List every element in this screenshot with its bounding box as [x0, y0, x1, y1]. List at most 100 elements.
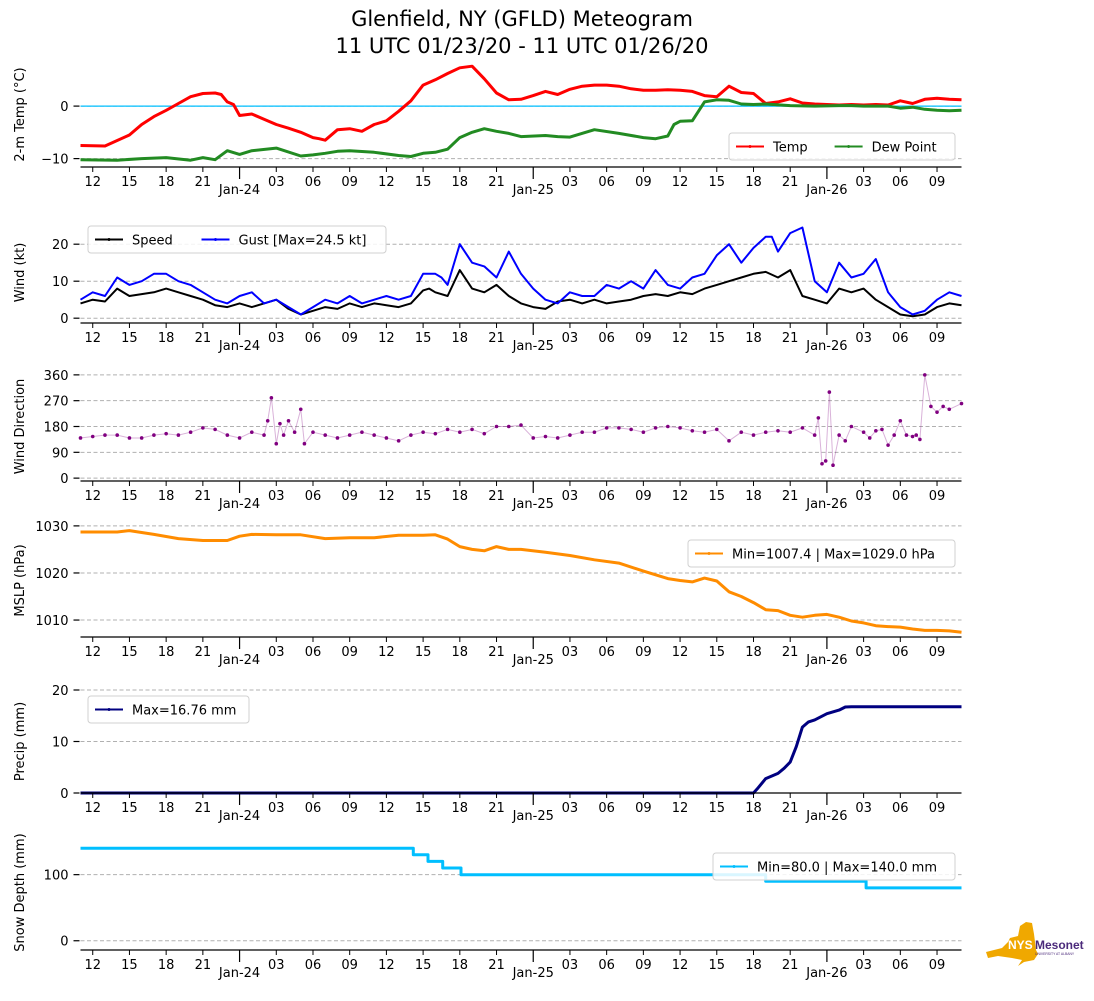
x-tick-label: 03 [268, 175, 285, 190]
data-point [470, 427, 474, 432]
data-point [519, 423, 523, 427]
data-point [298, 407, 303, 412]
x-tick-label: 15 [709, 175, 726, 190]
x-tick-label: 15 [415, 958, 432, 973]
x-tick-label: 15 [709, 645, 726, 660]
data-point [831, 463, 835, 468]
data-point [506, 424, 511, 429]
y-axis-label: MSLP (hPa) [13, 544, 28, 616]
x-tick-label: 15 [121, 175, 138, 190]
x-tick-label: 21 [782, 645, 799, 660]
x-tick-label: 15 [709, 801, 726, 816]
x-tick-label: 03 [855, 958, 872, 973]
x-tick-label: 09 [635, 489, 652, 504]
data-point [127, 436, 132, 440]
x-tick-label: 06 [305, 958, 322, 973]
x-tick-label: 21 [782, 958, 799, 973]
x-tick-label: 03 [562, 489, 579, 504]
legend-box [87, 225, 387, 254]
data-point [617, 426, 621, 430]
x-tick-label: 21 [195, 489, 212, 504]
x-tick-label: 21 [488, 175, 505, 190]
data-point [176, 433, 181, 437]
x-date-label: Jan-25 [512, 183, 554, 198]
x-tick-label: 21 [195, 801, 212, 816]
x-tick-label: 15 [415, 331, 432, 346]
y-tick-label: 1010 [35, 614, 68, 629]
data-point [152, 433, 156, 437]
data-point [892, 433, 897, 437]
x-date-label: Jan-25 [512, 339, 554, 354]
data-point [201, 426, 205, 430]
series-line-gust [79, 226, 962, 316]
title-line-2: 11 UTC 01/23/20 - 11 UTC 01/26/20 [335, 34, 709, 58]
x-tick-label: 03 [855, 175, 872, 190]
legend-marker [847, 145, 851, 148]
data-point [823, 459, 828, 463]
data-point [445, 427, 450, 432]
data-point [433, 431, 438, 436]
data-point [702, 430, 707, 435]
x-tick-label: 09 [341, 801, 358, 816]
data-point [115, 433, 120, 437]
x-tick-label: 15 [415, 489, 432, 504]
x-tick-label: 12 [672, 175, 689, 190]
x-tick-label: 06 [892, 331, 909, 346]
y-axis-label: Snow Depth (mm) [13, 833, 28, 951]
legend-label: Dew Point [872, 141, 937, 156]
x-date-label: Jan-24 [218, 183, 260, 198]
x-tick-label: 03 [268, 801, 285, 816]
data-point [763, 430, 768, 435]
legend-label: Speed [132, 234, 173, 249]
series-connector-line [80, 374, 962, 466]
x-tick-label: 21 [488, 489, 505, 504]
x-tick-label: 21 [195, 958, 212, 973]
data-point [641, 430, 646, 435]
data-point [482, 431, 487, 436]
data-point [164, 431, 168, 436]
series-line-min=80.0 [80, 846, 962, 890]
data-point [947, 407, 952, 412]
data-point [678, 426, 682, 430]
y-axis-label: Precip (mm) [13, 702, 28, 781]
x-date-label: Jan-26 [805, 339, 847, 354]
data-point [666, 424, 670, 429]
x-tick-label: 09 [635, 958, 652, 973]
data-point [714, 427, 719, 432]
x-date-label: Jan-24 [218, 966, 260, 981]
x-tick-label: 18 [158, 331, 175, 346]
x-tick-label: 15 [415, 645, 432, 660]
x-tick-label: 06 [305, 489, 322, 504]
y-tick-label: −10 [41, 153, 68, 168]
x-tick-label: 12 [84, 958, 101, 973]
x-tick-label: 03 [268, 645, 285, 660]
data-point [262, 433, 266, 437]
legend-marker [732, 865, 736, 868]
data-point [727, 439, 731, 443]
x-date-label: Jan-24 [218, 339, 260, 354]
x-tick-label: 03 [268, 958, 285, 973]
y-axis-label: Wind (kt) [13, 243, 28, 303]
legend-label: Min=80.0 | Max=140.0 mm [757, 861, 937, 876]
x-tick-label: 21 [195, 331, 212, 346]
x-date-label: Jan-25 [512, 497, 554, 512]
data-point [90, 434, 95, 439]
x-date-label: Jan-24 [218, 653, 260, 668]
y-tick-label: 0 [60, 100, 68, 115]
legend-label: Temp [772, 141, 808, 156]
data-point [898, 418, 903, 423]
y-tick-label: 90 [52, 446, 69, 461]
data-point [776, 429, 780, 433]
x-date-label: Jan-24 [218, 497, 260, 512]
x-tick-label: 06 [598, 489, 615, 504]
x-tick-label: 15 [415, 801, 432, 816]
x-tick-label: 15 [709, 489, 726, 504]
data-point [861, 430, 866, 435]
chart-title: Glenfield, NY (GFLD) Meteogram 11 UTC 01… [0, 6, 1044, 60]
legend: Temp Dew Point [728, 132, 956, 161]
data-point [250, 430, 254, 435]
logo-sub-text: UNIVERSITY AT ALBANY [1035, 952, 1075, 956]
x-tick-label: 03 [562, 175, 579, 190]
x-tick-label: 21 [488, 645, 505, 660]
series-line-temp [80, 64, 962, 148]
